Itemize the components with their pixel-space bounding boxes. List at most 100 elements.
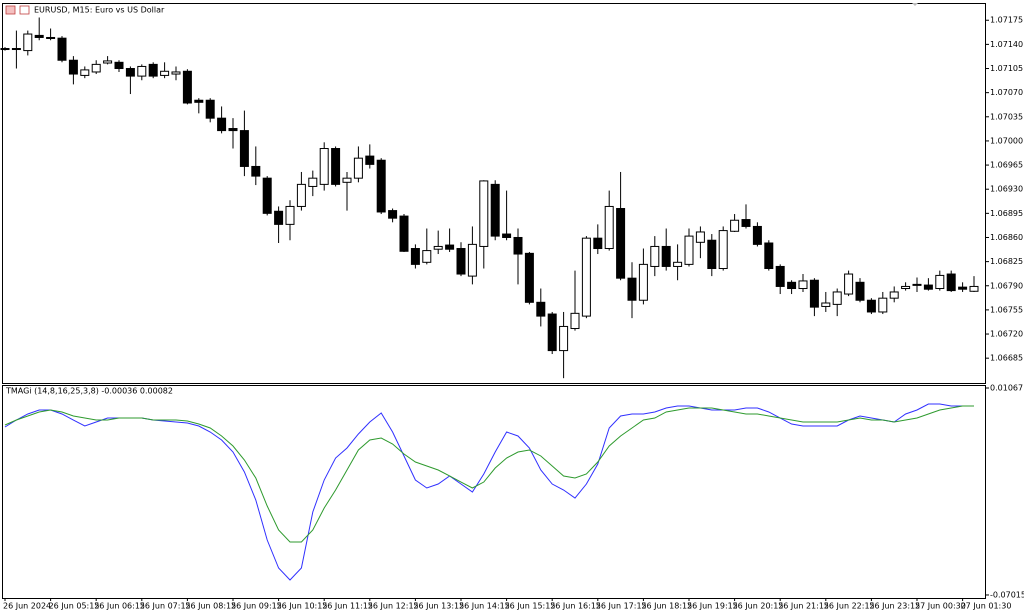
- shift-marker[interactable]: [912, 3, 918, 6]
- candle-body: [467, 243, 477, 277]
- x-tick-label: 26 Jun 16:15: [550, 602, 601, 611]
- candle-body: [866, 299, 876, 313]
- candle-body: [23, 33, 33, 52]
- candle-body: [741, 219, 751, 227]
- y-tick-label: 1.06790: [990, 281, 1023, 290]
- candle-body: [787, 281, 797, 290]
- candle-body: [274, 210, 284, 225]
- candle-body: [296, 183, 306, 207]
- candle-body: [684, 235, 694, 265]
- x-tick-label: 26 Jun 18:15: [641, 602, 692, 611]
- candle-body: [798, 280, 808, 290]
- candle-body: [114, 61, 124, 70]
- y-tick-label: 1.06930: [990, 185, 1023, 194]
- candle-body: [581, 237, 591, 317]
- candle-body: [673, 261, 683, 267]
- y-tick-label: 1.07175: [990, 16, 1023, 25]
- x-tick-label: 26 Jun 06:15: [94, 602, 145, 611]
- candle-body: [433, 245, 443, 250]
- x-tick-label: 26 Jun 07:15: [140, 602, 191, 611]
- candle-body: [707, 239, 717, 270]
- indicator-title: TMAGi (14,8,16,25,3,8) -0.00036 0.00082: [5, 387, 173, 396]
- candle-body: [650, 245, 660, 267]
- candle-body: [103, 60, 113, 64]
- candle-body: [262, 177, 272, 214]
- candle-body: [490, 183, 500, 237]
- candle-body: [536, 301, 546, 317]
- candle-body: [958, 286, 968, 290]
- candle-body: [251, 165, 261, 177]
- main-panel: [2, 3, 986, 384]
- y-tick-label: 1.07070: [990, 88, 1023, 97]
- x-tick-label: 26 Jun 14:15: [459, 602, 510, 611]
- candle-body: [844, 273, 854, 295]
- x-tick-label: 26 Jun 10:15: [277, 602, 328, 611]
- x-tick-label: 26 Jun 13:15: [413, 602, 464, 611]
- candle-body: [34, 34, 44, 38]
- y-tick-label: 1.06755: [990, 305, 1023, 314]
- candle-body: [285, 205, 295, 225]
- candle-body: [182, 70, 192, 104]
- x-tick-label: 26 Jun 12:15: [368, 602, 419, 611]
- candle-body: [331, 148, 341, 185]
- candle-body: [342, 177, 352, 183]
- candle-body: [57, 37, 67, 61]
- y-tick-label: 1.06720: [990, 330, 1023, 339]
- candle-body: [353, 157, 363, 179]
- x-tick-label: 26 Jun 22:15: [824, 602, 875, 611]
- candle-body: [661, 245, 671, 267]
- x-tick-label: 26 Jun 08:15: [185, 602, 236, 611]
- indicator-line: [4, 403, 974, 581]
- chart-icon[interactable]: [5, 5, 16, 15]
- y-tick-label: 1.07105: [990, 64, 1023, 73]
- candle-body: [502, 233, 512, 238]
- candle-body: [91, 63, 101, 73]
- candle-body: [946, 273, 956, 292]
- x-tick-label: 27 Jun 01:30: [961, 602, 1012, 611]
- x-tick-label: 27 Jun 00:30: [915, 602, 966, 611]
- candle-body: [821, 302, 831, 307]
- candle-body: [319, 148, 329, 185]
- candle-body: [969, 285, 979, 292]
- y-tick-label: 1.06965: [990, 161, 1023, 170]
- candle-body: [764, 242, 774, 270]
- y-tick-label: 1.07035: [990, 112, 1023, 121]
- x-tick-label: 26 Jun 17:15: [596, 602, 647, 611]
- candle-body: [479, 180, 489, 247]
- candle-body: [730, 219, 740, 232]
- candle-body: [524, 252, 534, 303]
- candle-body: [547, 313, 557, 352]
- chart-icon[interactable]: [19, 5, 30, 15]
- candle-body: [217, 117, 227, 132]
- x-tick-label: 26 Jun 21:15: [778, 602, 829, 611]
- candle-body: [752, 225, 762, 245]
- candle-body: [901, 285, 911, 290]
- candle-body: [228, 128, 238, 132]
- candle-body: [604, 205, 614, 250]
- candle-body: [137, 65, 147, 77]
- candle-body: [593, 237, 603, 250]
- y-tick-label: 1.07000: [990, 136, 1023, 145]
- candle-body: [308, 177, 318, 187]
- candle-body: [194, 99, 204, 103]
- candle-body: [627, 277, 637, 301]
- candle-body: [80, 69, 90, 76]
- candle-body: [832, 291, 842, 305]
- x-tick-label: 26 Jun 2024: [3, 602, 51, 611]
- x-tick-label: 26 Jun 23:15: [869, 602, 920, 611]
- indicator-line: [4, 405, 974, 543]
- y-tick-label: 1.06860: [990, 233, 1023, 242]
- candle-body: [718, 230, 728, 270]
- candle-body: [0, 48, 10, 51]
- candle-body: [809, 279, 819, 308]
- candle-body: [171, 71, 181, 75]
- x-tick-label: 26 Jun 15:15: [505, 602, 556, 611]
- candle-body: [68, 59, 78, 75]
- candle-body: [878, 297, 888, 313]
- candle-body: [376, 159, 386, 213]
- candle-body: [855, 281, 865, 301]
- candle-body: [239, 130, 249, 167]
- indicator-panel: [2, 385, 986, 599]
- candle-body: [889, 291, 899, 299]
